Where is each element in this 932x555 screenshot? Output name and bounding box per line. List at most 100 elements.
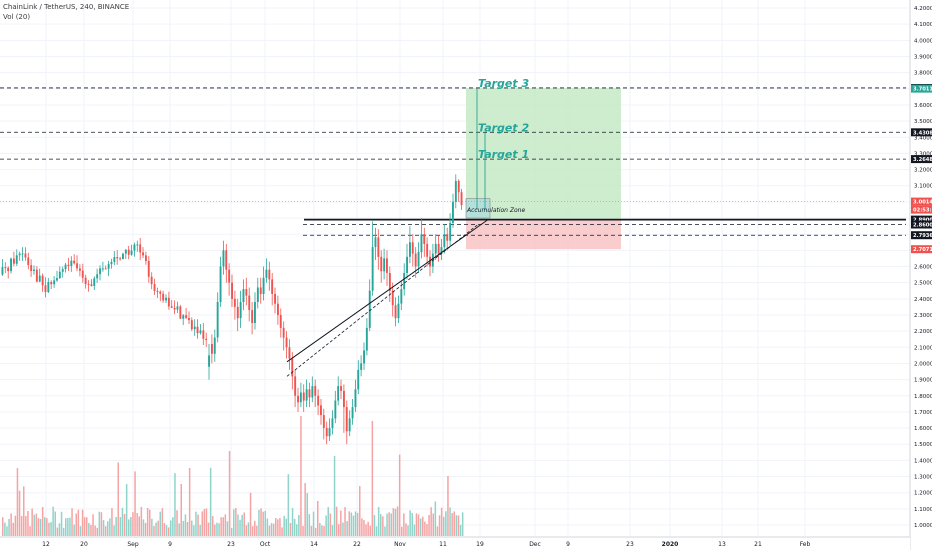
candle-body [1, 267, 4, 275]
time-tick-label: Sep [127, 541, 139, 548]
price-tick-label: 1.2000 [914, 491, 932, 497]
volume-bar [48, 522, 50, 536]
candle-body [388, 273, 391, 291]
candle-body [377, 237, 380, 257]
volume-bar [170, 520, 172, 536]
volume-bar [220, 517, 222, 536]
volume-bar [392, 508, 395, 536]
volume-bar [260, 508, 262, 536]
candle-body [182, 315, 185, 319]
volume-bar [123, 514, 126, 536]
candle-body [122, 253, 124, 260]
candle-body [299, 392, 302, 403]
candle-body [254, 302, 256, 323]
volume-bar [296, 524, 298, 536]
candle-body [414, 253, 417, 267]
volume-bar [254, 520, 256, 536]
volume-bar [81, 509, 84, 536]
candles [1, 88, 486, 445]
candle-body [277, 303, 279, 315]
volume-bar [75, 513, 77, 536]
volume-bar [65, 518, 67, 536]
candle-body [460, 192, 463, 206]
price-tag-label: 3.0014 [913, 200, 932, 206]
candle-body [282, 327, 285, 338]
candle-body [165, 297, 167, 301]
candle-body [50, 282, 53, 285]
volume-bar [455, 515, 458, 536]
candle-body [127, 249, 130, 255]
volume-bar [331, 525, 334, 536]
time-tick-label: Feb [800, 541, 811, 548]
price-tag-bg [911, 128, 932, 137]
candle-body [33, 269, 35, 271]
candle-body [297, 395, 299, 403]
volume-bar [142, 519, 145, 536]
volume-bar [228, 451, 231, 536]
candle-body [443, 234, 446, 248]
volume-bar [174, 473, 176, 536]
volume-bar [10, 513, 12, 536]
volume-bar [31, 508, 33, 536]
volume-bar [409, 510, 411, 536]
time-axis: 12 20 Sep 9 23 Oct 14 22 Nov 11 19 Dec 9 23 2020 13 21 Fe… [0, 536, 910, 550]
candle-body [162, 293, 165, 301]
candle-body [35, 269, 38, 282]
volume-bar [245, 525, 248, 536]
volume-bar [413, 524, 416, 536]
volume-bar [203, 509, 206, 536]
volume-bar [346, 521, 348, 536]
price-tick-label: 3.9000 [914, 54, 932, 60]
time-tick-label: Nov [394, 541, 406, 548]
volume-bar [224, 514, 227, 536]
volume-bar [424, 521, 426, 536]
price-tag-label: 2.7936 [913, 233, 932, 239]
candle-body [365, 327, 368, 351]
volume-bar [342, 522, 344, 536]
volume-bar [325, 515, 327, 536]
candle-body [124, 249, 127, 254]
candle-body [248, 295, 251, 311]
candle-body [76, 263, 78, 269]
volume-bar [432, 513, 434, 536]
volume-bar [172, 517, 174, 536]
candle-body [61, 269, 64, 272]
symbol-title: ChainLink / TetherUS, 240, BINANCE [3, 3, 130, 11]
volume-bar [216, 522, 218, 536]
candle-body [64, 264, 67, 270]
price-tag-label: 2.7071 [913, 247, 932, 253]
price-tick-label: 1.0000 [914, 523, 932, 529]
volume-bar [306, 493, 308, 536]
candle-body [99, 268, 101, 275]
candle-body [311, 386, 314, 398]
candle-body [383, 258, 386, 272]
candle-body [233, 298, 236, 307]
target-label: Target 3 [478, 77, 529, 90]
candle-body [449, 222, 452, 241]
volume-bar [300, 416, 302, 536]
time-tick-label: Oct [260, 541, 271, 548]
candle-body [202, 330, 205, 339]
volume-bar [90, 525, 92, 536]
candle-body [79, 268, 81, 271]
candle-body [380, 256, 383, 272]
volume-bar [161, 508, 164, 536]
candle-body [15, 255, 18, 264]
volume-bar [41, 507, 44, 536]
volume-bar [327, 507, 329, 536]
candle-body [213, 337, 216, 354]
candle-body [139, 244, 142, 253]
volume-bar [94, 525, 96, 536]
volume-bar [459, 524, 462, 536]
volume-bar [146, 508, 149, 536]
volume-bar [457, 515, 460, 536]
candle-body [41, 275, 44, 286]
volume-bar [405, 523, 407, 536]
volume-bar [375, 526, 378, 536]
candle-body [228, 269, 231, 283]
candle-body [107, 264, 110, 269]
volume-bar [176, 510, 178, 536]
price-tick-label: 1.4000 [914, 458, 932, 464]
